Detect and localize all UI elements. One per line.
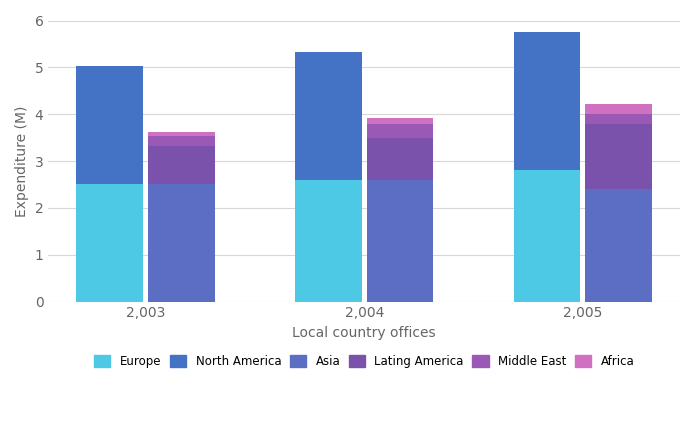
- Bar: [76, 67, 143, 184]
- Y-axis label: Expenditure (M): Expenditure (M): [15, 105, 29, 217]
- Bar: [76, 184, 143, 302]
- Bar: [148, 146, 215, 184]
- Bar: [148, 131, 215, 136]
- Bar: [514, 170, 580, 302]
- Bar: [367, 180, 433, 302]
- Bar: [367, 138, 433, 180]
- Bar: [585, 104, 652, 114]
- Bar: [514, 32, 580, 170]
- Bar: [367, 118, 433, 123]
- Legend: Europe, North America, Asia, Lating America, Middle East, Africa: Europe, North America, Asia, Lating Amer…: [88, 349, 641, 374]
- Bar: [367, 123, 433, 138]
- Bar: [585, 114, 652, 123]
- Bar: [148, 184, 215, 302]
- Bar: [295, 180, 362, 302]
- Bar: [585, 189, 652, 302]
- Bar: [295, 52, 362, 180]
- Bar: [148, 136, 215, 146]
- Bar: [585, 123, 652, 189]
- X-axis label: Local country offices: Local country offices: [293, 326, 436, 340]
